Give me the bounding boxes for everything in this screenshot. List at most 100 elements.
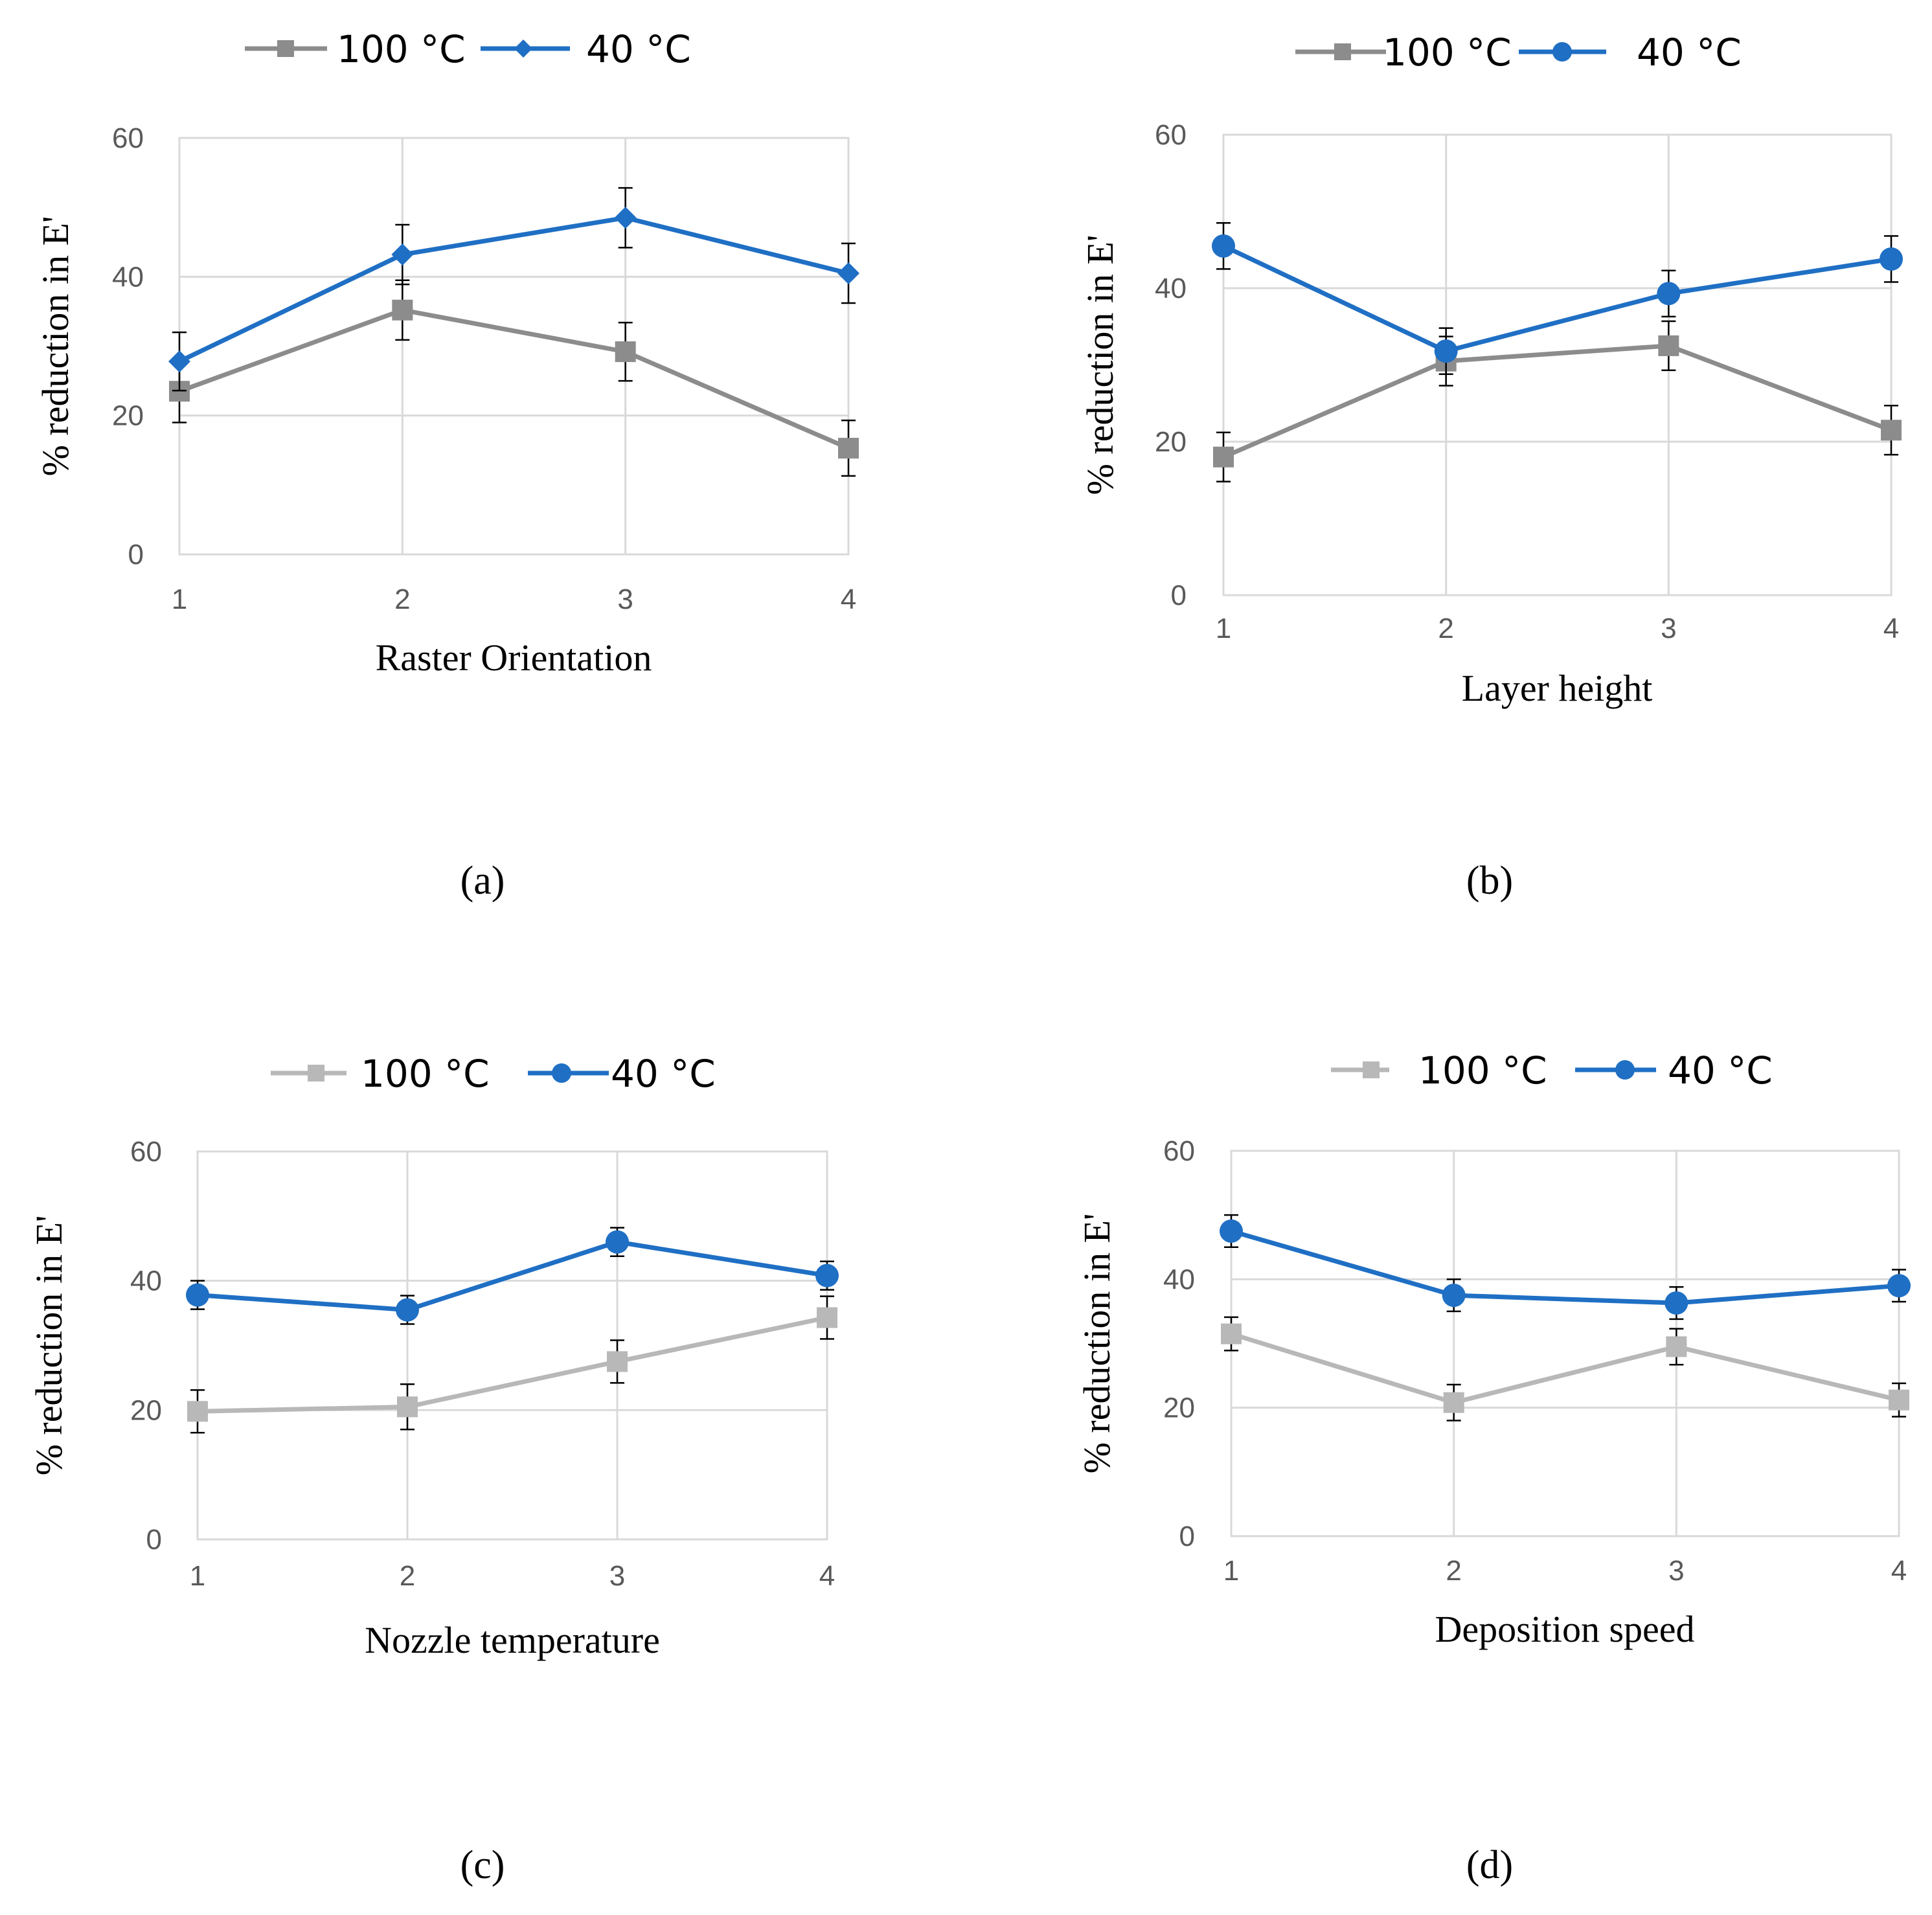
y-tick-label: 40 bbox=[130, 1265, 162, 1297]
legend-marker bbox=[1615, 1060, 1635, 1080]
y-tick-label: 20 bbox=[1155, 426, 1187, 458]
data-point-marker bbox=[187, 1401, 208, 1422]
data-point-marker bbox=[837, 262, 859, 284]
y-tick-label: 40 bbox=[1163, 1263, 1195, 1295]
x-tick-label: 2 bbox=[1438, 613, 1453, 644]
legend-marker bbox=[1334, 43, 1351, 60]
x-axis-title: Deposition speed bbox=[1435, 1608, 1694, 1650]
chart-panel-4: 0 20 40 60 1 2 3 4 100 °C 40 °C Deposition speed % … bbox=[1076, 1048, 1911, 1887]
legend: 100 °C 40 °C bbox=[1331, 1048, 1773, 1093]
y-tick-label: 0 bbox=[1179, 1521, 1195, 1552]
legend: 100 °C 40 °C bbox=[1295, 30, 1742, 74]
data-point-marker bbox=[396, 1298, 419, 1322]
legend-marker bbox=[552, 1063, 571, 1083]
legend-label: 100 °C bbox=[1418, 1048, 1547, 1093]
x-tick-label: 1 bbox=[1223, 1555, 1239, 1587]
y-tick-label: 60 bbox=[1163, 1135, 1195, 1167]
plot-area-border bbox=[178, 137, 850, 556]
data-point-marker bbox=[1212, 234, 1235, 258]
panel-label: (b) bbox=[1466, 859, 1513, 903]
y-tick-label: 40 bbox=[1155, 273, 1187, 304]
x-tick-label: 3 bbox=[1668, 1555, 1684, 1587]
panel-label: (a) bbox=[460, 859, 505, 903]
plot-area-border bbox=[1230, 1150, 1900, 1537]
legend-label: 100 °C bbox=[361, 1052, 490, 1096]
series-line bbox=[195, 1240, 830, 1313]
data-point-marker bbox=[1889, 1389, 1909, 1411]
x-tick-label: 1 bbox=[1216, 613, 1231, 644]
y-tick-label: 40 bbox=[112, 261, 144, 293]
data-point-marker bbox=[838, 438, 859, 459]
data-point-marker bbox=[817, 1307, 837, 1328]
data-point-marker bbox=[1221, 1323, 1242, 1344]
x-axis-title: Layer height bbox=[1462, 667, 1653, 709]
x-tick-label: 2 bbox=[394, 584, 410, 615]
data-point-marker bbox=[1880, 247, 1903, 271]
legend-marker bbox=[308, 1065, 324, 1082]
y-tick-label: 20 bbox=[112, 400, 144, 432]
legend-marker bbox=[1552, 42, 1572, 62]
series-line bbox=[177, 215, 851, 364]
data-point-marker bbox=[615, 341, 636, 363]
data-point-marker bbox=[1443, 1392, 1464, 1413]
data-point-marker bbox=[815, 1263, 839, 1287]
x-tick-label: 4 bbox=[1891, 1555, 1907, 1587]
series-line bbox=[1229, 1331, 1902, 1405]
legend-label: 100 °C bbox=[1383, 30, 1512, 74]
data-point-marker bbox=[186, 1283, 209, 1307]
series-2 bbox=[186, 1227, 839, 1325]
x-tick-label: 4 bbox=[819, 1560, 835, 1592]
y-axis-title: % reduction in E' bbox=[1076, 1214, 1118, 1474]
legend-label: 40 °C bbox=[586, 27, 691, 71]
data-point-marker bbox=[614, 207, 637, 229]
x-tick-label: 4 bbox=[1883, 613, 1899, 644]
plot-area-border bbox=[1222, 133, 1892, 596]
y-axis-title: % reduction in E' bbox=[28, 1216, 70, 1476]
series-1 bbox=[187, 1295, 837, 1434]
legend: 100 °C 40 °C bbox=[245, 27, 691, 71]
data-point-marker bbox=[168, 350, 190, 373]
y-tick-label: 20 bbox=[1163, 1392, 1195, 1424]
data-point-marker bbox=[1881, 420, 1902, 441]
series-line bbox=[1221, 343, 1894, 460]
series-line bbox=[195, 1315, 830, 1414]
panel-label: (d) bbox=[1466, 1843, 1513, 1887]
y-axis-title: % reduction in E' bbox=[34, 216, 76, 477]
data-point-marker bbox=[1658, 335, 1679, 356]
y-axis-title: % reduction in E' bbox=[1079, 235, 1121, 495]
legend-label: 40 °C bbox=[611, 1052, 716, 1096]
series-2 bbox=[168, 187, 859, 392]
data-point-marker bbox=[1657, 282, 1681, 306]
data-point-marker bbox=[606, 1230, 629, 1254]
panel-label: (c) bbox=[460, 1843, 505, 1887]
y-tick-label: 20 bbox=[130, 1394, 162, 1426]
data-point-marker bbox=[1666, 1336, 1687, 1357]
data-point-marker bbox=[391, 244, 414, 266]
legend-label: 100 °C bbox=[337, 27, 466, 71]
x-tick-label: 2 bbox=[1446, 1555, 1461, 1587]
y-tick-label: 60 bbox=[130, 1136, 162, 1168]
chart-panel-2: 0 20 40 60 1 2 3 4 100 °C 40 °C Layer height % redu… bbox=[1079, 30, 1903, 903]
data-point-marker bbox=[1442, 1284, 1466, 1308]
legend-label: 40 °C bbox=[1668, 1048, 1773, 1093]
series-1 bbox=[1213, 320, 1902, 482]
chart-panel-3: 0 20 40 60 1 2 3 4 100 °C 40 °C Nozzle temperature… bbox=[28, 1052, 839, 1887]
series-1 bbox=[1221, 1316, 1909, 1422]
data-point-marker bbox=[1887, 1274, 1911, 1298]
y-tick-label: 0 bbox=[128, 539, 144, 571]
series-line bbox=[1221, 244, 1894, 354]
legend-marker bbox=[277, 40, 294, 57]
x-tick-label: 4 bbox=[841, 584, 856, 615]
x-tick-label: 1 bbox=[190, 1560, 205, 1592]
legend-marker bbox=[1363, 1061, 1380, 1078]
series-line bbox=[1229, 1229, 1902, 1306]
x-axis-title: Nozzle temperature bbox=[365, 1619, 660, 1661]
series-1 bbox=[169, 279, 859, 477]
data-point-marker bbox=[1665, 1291, 1688, 1315]
legend-label: 40 °C bbox=[1637, 30, 1742, 74]
x-axis-title: Raster Orientation bbox=[376, 637, 652, 679]
x-tick-label: 1 bbox=[172, 584, 187, 615]
x-tick-label: 2 bbox=[400, 1560, 415, 1592]
x-tick-label: 3 bbox=[609, 1560, 625, 1592]
